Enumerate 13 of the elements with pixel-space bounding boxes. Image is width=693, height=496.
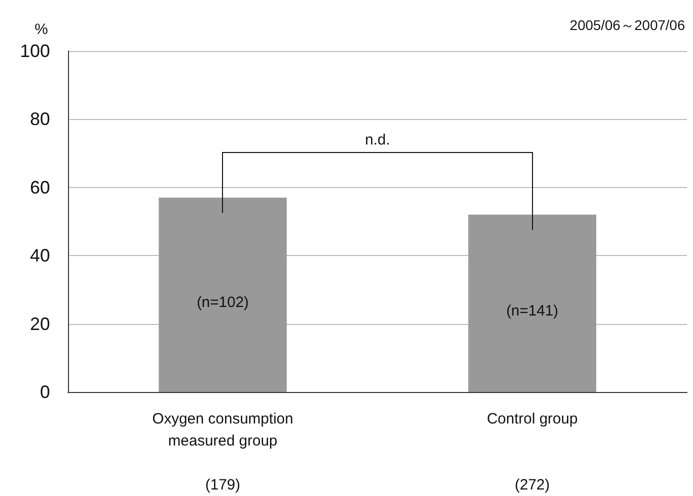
y-tick-label: 20 xyxy=(30,314,50,334)
y-tick-label: 100 xyxy=(20,41,50,61)
annotation: n.d. xyxy=(364,132,390,149)
y-tick-label: 60 xyxy=(30,177,50,198)
annotation: (n=102) xyxy=(196,294,249,311)
text: 2005/06～2007/06 xyxy=(570,17,686,33)
y-tick-label: 80 xyxy=(30,109,50,130)
category-label: Oxygen consumption measured group (179) xyxy=(152,410,294,494)
y-tick-label: 40 xyxy=(30,246,50,266)
annotation: (n=141) xyxy=(506,302,558,320)
y-tick-label: 0 xyxy=(40,382,50,402)
y-axis-title: % xyxy=(34,21,48,38)
category-label: Control group (272) xyxy=(486,410,578,494)
